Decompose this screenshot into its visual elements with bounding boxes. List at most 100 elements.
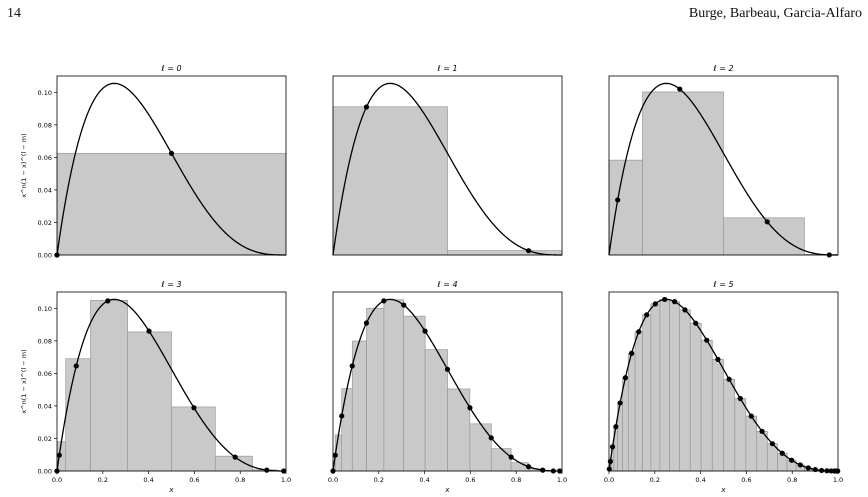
bin-bar <box>642 314 652 472</box>
axes-frame <box>56 75 287 256</box>
data-point <box>769 441 775 447</box>
bin-bar <box>627 352 636 472</box>
x-tick-label: 0.0 <box>328 476 338 484</box>
y-tick-label: 0.04 <box>38 186 52 194</box>
axes-frame <box>332 291 563 472</box>
data-point <box>422 328 428 334</box>
data-point <box>444 366 451 372</box>
data-point <box>146 328 152 334</box>
bin-bar <box>634 331 643 472</box>
bin-bar <box>608 159 643 256</box>
bin-bar <box>366 307 385 472</box>
y-axis-label: x^n(1 − x)^(l − m) <box>20 133 28 197</box>
data-point <box>73 363 79 369</box>
bin-bar <box>510 462 529 472</box>
bin-bar <box>403 315 426 472</box>
bin-bar <box>700 339 713 472</box>
data-point <box>607 458 613 464</box>
data-point <box>726 376 732 382</box>
x-axis-label: x <box>720 486 726 494</box>
data-point <box>644 312 650 318</box>
data-point <box>401 302 407 308</box>
chart-panel-0: ℓ = 0 0.00 0.02 0.04 0.06 0.08 0.10 x^n(1 − x)^… <box>20 64 287 260</box>
bin-bar <box>723 378 736 472</box>
y-tick-label: 0.06 <box>38 154 52 162</box>
x-tick-label: 0.4 <box>143 476 153 484</box>
data-point <box>759 428 765 434</box>
panel-title: ℓ = 2 <box>712 64 733 73</box>
data-point <box>191 405 197 411</box>
data-point <box>349 363 355 369</box>
x-tick-label: 0.8 <box>787 476 797 484</box>
data-point <box>704 337 710 343</box>
chart-panel-3: ℓ = 3 0.00 0.02 0.04 0.06 0.08 0.10 x^n(1 − x)^… <box>20 280 291 494</box>
bin-bar <box>171 406 216 472</box>
bin-bar <box>669 301 681 472</box>
running-authors: Burge, Barbeau, Garcia-Alfaro <box>688 6 862 21</box>
data-point <box>105 298 111 304</box>
axes-frame <box>332 75 563 256</box>
data-point <box>525 248 532 254</box>
data-point <box>508 454 514 460</box>
bin-bar <box>734 398 747 472</box>
y-tick-label: 0.04 <box>38 402 52 410</box>
panel-title: ℓ = 3 <box>160 280 181 289</box>
y-tick-label: 0.10 <box>38 89 52 97</box>
x-axis-label: x <box>168 486 174 494</box>
data-point <box>779 450 785 456</box>
bin-bar <box>659 299 670 472</box>
data-point <box>332 452 338 458</box>
bin-bar <box>424 349 448 472</box>
bin-bar <box>642 91 724 256</box>
data-point <box>693 320 699 326</box>
x-tick-label: 0.8 <box>511 476 521 484</box>
x-tick-label: 0.0 <box>52 476 62 484</box>
x-tick-label: 1.0 <box>557 476 567 484</box>
curve-line <box>608 82 838 256</box>
x-tick-label: 0.2 <box>374 476 384 484</box>
data-point <box>525 464 532 470</box>
x-tick-label: 0.0 <box>604 476 614 484</box>
data-point <box>56 452 62 458</box>
data-point <box>232 454 238 460</box>
curve-line <box>332 82 562 256</box>
y-tick-label: 0.06 <box>38 370 52 378</box>
y-tick-label: 0.02 <box>38 435 52 443</box>
data-point <box>264 467 270 473</box>
data-point <box>812 466 818 473</box>
x-tick-label: 0.6 <box>465 476 475 484</box>
x-tick-label: 1.0 <box>833 476 843 484</box>
data-point <box>363 320 370 326</box>
data-point <box>381 298 387 304</box>
data-point <box>622 375 629 381</box>
data-point <box>168 150 175 156</box>
curve-line <box>56 298 286 472</box>
data-point <box>652 301 658 307</box>
bin-bar <box>756 430 768 472</box>
x-tick-label: 0.4 <box>695 476 705 484</box>
data-point <box>715 356 721 362</box>
page-header: 14 Burge, Barbeau, Garcia-Alfaro <box>0 0 868 30</box>
y-tick-label: 0.08 <box>38 337 52 345</box>
data-point <box>467 405 473 411</box>
bin-bar <box>490 448 512 472</box>
data-point <box>339 413 345 419</box>
x-tick-label: 0.6 <box>741 476 751 484</box>
y-tick-label: 0.08 <box>38 121 52 129</box>
bin-bar <box>622 377 629 472</box>
bin-bar <box>90 299 129 472</box>
data-point <box>672 299 678 305</box>
bin-bar <box>127 331 172 472</box>
panel-title: ℓ = 5 <box>712 280 733 289</box>
data-point <box>363 104 370 110</box>
y-tick-label: 0.00 <box>38 468 52 476</box>
bin-bar <box>689 322 702 472</box>
x-tick-label: 0.2 <box>650 476 660 484</box>
y-axis-label: x^n(1 − x)^(l − m) <box>20 349 28 413</box>
bin-bar <box>332 106 448 256</box>
y-tick-label: 0.02 <box>38 219 52 227</box>
axes-frame <box>608 75 839 256</box>
panel-title: ℓ = 1 <box>436 64 457 73</box>
bin-bar <box>56 152 287 256</box>
data-point <box>682 307 688 313</box>
